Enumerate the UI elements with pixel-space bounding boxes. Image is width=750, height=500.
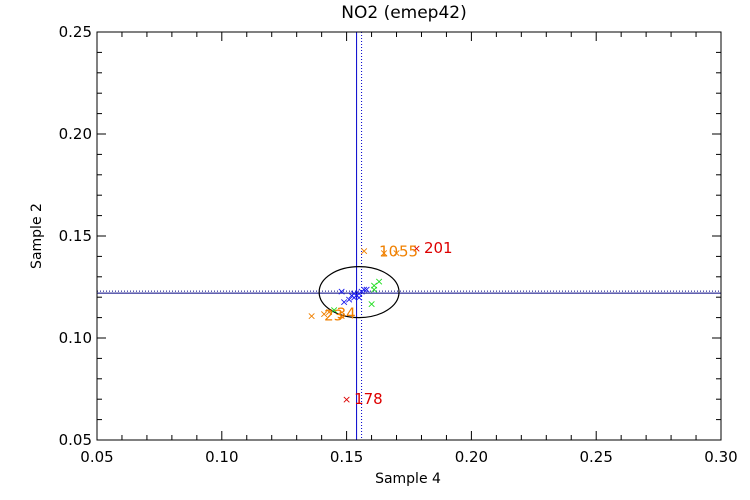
point-label-23: 23 (324, 307, 343, 325)
y-tick-label: 0.05 (59, 431, 92, 449)
data-point-green: × (330, 303, 339, 316)
reference-lines (97, 32, 721, 440)
plot-axes: 0.05 0.10 0.15 0.20 0.25 0.30 0.05 0.10 0.15 0.20… (59, 23, 738, 466)
data-point-blue: × (359, 283, 368, 296)
data-point-orange: × (307, 310, 316, 323)
data-point-blue: × (349, 287, 358, 300)
point-label-201: 201 (424, 239, 453, 257)
data-point-blue: × (357, 285, 366, 298)
plot-frame (96, 31, 722, 441)
data-point-red: × (412, 242, 421, 255)
data-point-blue: × (339, 295, 348, 308)
chart-title: NO2 (emep42) (341, 3, 466, 23)
data-points: ×××××××××××××××××× × ×× ×× ××× (307, 242, 421, 406)
data-point-blue: × (354, 291, 363, 304)
data-point-green: × (369, 283, 378, 296)
data-point-orange: × (359, 244, 368, 257)
x-tick-label: 0.10 (205, 448, 238, 466)
data-point-green: × (369, 279, 378, 292)
point-label-34: 34 (337, 305, 356, 323)
confidence-ellipse (318, 266, 400, 319)
x-tick-label: 0.20 (455, 448, 488, 466)
data-point-orange: × (337, 310, 346, 323)
data-point-red: × (342, 393, 351, 406)
data-point-blue: × (349, 291, 358, 304)
y-tick-label: 0.20 (59, 125, 92, 143)
confidence-ellipse-layer (318, 266, 400, 319)
y-tick-label: 0.15 (59, 227, 92, 245)
data-point-orange: × (325, 305, 334, 318)
data-point-blue: × (337, 285, 346, 298)
data-point-blue: × (354, 287, 363, 300)
data-point-orange: × (379, 246, 388, 259)
point-label-55: 55 (399, 242, 418, 260)
x-tick-label: 0.05 (80, 448, 113, 466)
data-point-green: × (367, 297, 376, 310)
x-tick-label: 0.15 (330, 448, 363, 466)
x-tick-label: 0.30 (704, 448, 737, 466)
x-axis-label: Sample 4 (375, 471, 441, 487)
data-point-blue: × (362, 283, 371, 296)
y-tick-label: 0.25 (59, 23, 92, 41)
y-axis-label: Sample 2 (29, 203, 45, 269)
data-point-orange: × (320, 308, 329, 321)
data-point-orange: × (392, 246, 401, 259)
y-tick-label: 0.10 (59, 329, 92, 347)
point-label-178: 178 (354, 390, 383, 408)
data-point-blue: × (344, 293, 353, 306)
data-point-blue: × (352, 289, 361, 302)
data-point-blue: × (347, 289, 356, 302)
data-point-green: × (374, 275, 383, 288)
x-tick-label: 0.25 (579, 448, 612, 466)
point-label-10: 10 (379, 242, 398, 260)
